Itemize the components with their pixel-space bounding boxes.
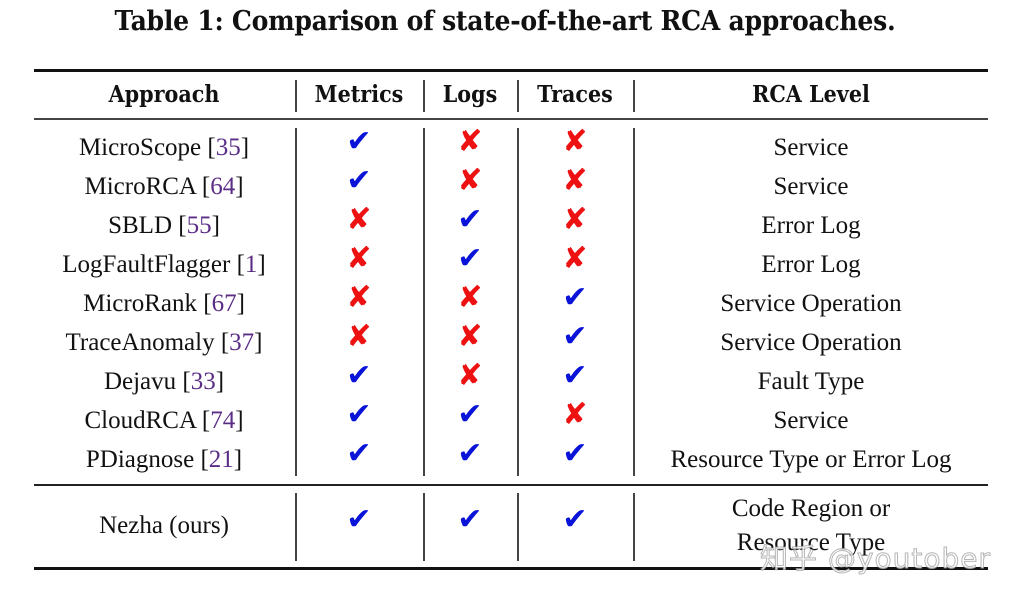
ours-separator-rule: [34, 484, 988, 486]
rca-level: Error Log: [761, 251, 861, 278]
header-traces: Traces: [537, 81, 613, 108]
header-divider: [517, 80, 519, 112]
approach-label: SBLD: [108, 212, 172, 239]
citation-link[interactable]: 35: [215, 134, 241, 161]
check-icon: ✔: [457, 397, 483, 432]
citation-link[interactable]: 37: [229, 329, 255, 356]
approach-label: MicroScope: [78, 134, 202, 161]
rca-level: Service: [773, 134, 849, 161]
approach-name: Nezha (ours): [99, 512, 229, 539]
cross-icon: ✘: [562, 397, 588, 432]
ours-divider: [633, 493, 635, 561]
watermark: 知乎 @youtober: [760, 542, 991, 576]
cross-icon: ✘: [457, 124, 483, 159]
body-divider: [423, 128, 425, 476]
approach-label: PDiagnose: [85, 446, 195, 473]
ours-divider: [517, 493, 519, 561]
cross-icon: ✘: [457, 358, 483, 393]
approach-label: CloudRCA: [84, 407, 196, 434]
check-icon: ✔: [562, 502, 588, 537]
rca-level: Service Operation: [720, 290, 902, 317]
check-icon: ✔: [457, 502, 483, 537]
body-divider: [633, 128, 635, 476]
cross-icon: ✘: [457, 280, 483, 315]
header-divider: [423, 80, 425, 112]
check-icon: ✔: [346, 358, 372, 393]
check-icon: ✔: [562, 280, 588, 315]
body-divider: [295, 128, 297, 476]
cross-icon: ✘: [562, 163, 588, 198]
rca-level: Error Log: [761, 212, 861, 239]
citation-link[interactable]: 33: [190, 368, 216, 395]
header-divider: [633, 80, 635, 112]
cross-icon: ✘: [346, 202, 372, 237]
header-metrics: Metrics: [314, 81, 404, 108]
citation-link[interactable]: 55: [186, 212, 212, 239]
cross-icon: ✘: [346, 319, 372, 354]
rca-level: Resource Type or Error Log: [670, 446, 952, 473]
approach-label: Dejavu: [103, 368, 177, 395]
approach-label: TraceAnomaly: [65, 329, 215, 356]
approach-name: MicroRCA [64]: [84, 173, 244, 200]
approach-name: MicroScope [35]: [78, 134, 250, 161]
rca-level: Service: [773, 407, 849, 434]
approach-name: PDiagnose [21]: [85, 446, 243, 473]
table-caption: Table 1: Comparison of state-of-the-art …: [114, 6, 896, 37]
citation-link[interactable]: 67: [211, 290, 237, 317]
cross-icon: ✘: [562, 241, 588, 276]
approach-name: TraceAnomaly [37]: [65, 329, 263, 356]
approach-label: MicroRank: [83, 290, 197, 317]
cross-icon: ✘: [562, 124, 588, 159]
header-approach: Approach: [108, 81, 220, 108]
rca-level-line2: Resource Type: [736, 529, 886, 556]
rca-level-line1: Code Region or: [731, 495, 891, 522]
bottom-rule: [34, 567, 988, 570]
body-divider: [517, 128, 519, 476]
ours-divider: [295, 493, 297, 561]
top-rule: [34, 69, 988, 72]
check-icon: ✔: [562, 436, 588, 471]
approach-label: LogFaultFlagger: [62, 251, 231, 278]
approach-name: Dejavu [33]: [103, 368, 225, 395]
approach-name: LogFaultFlagger [1]: [62, 251, 266, 278]
cross-icon: ✘: [562, 202, 588, 237]
check-icon: ✔: [562, 358, 588, 393]
citation-link[interactable]: 64: [210, 173, 236, 200]
approach-name: SBLD [55]: [108, 212, 220, 239]
check-icon: ✔: [346, 502, 372, 537]
check-icon: ✔: [457, 436, 483, 471]
check-icon: ✔: [562, 319, 588, 354]
header-divider: [295, 80, 297, 112]
header-rca-level: RCA Level: [752, 81, 870, 108]
approach-label: MicroRCA: [84, 173, 196, 200]
cross-icon: ✘: [346, 280, 372, 315]
check-icon: ✔: [346, 124, 372, 159]
rca-level: Fault Type: [757, 368, 865, 395]
approach-name: MicroRank [67]: [83, 290, 245, 317]
cross-icon: ✘: [457, 319, 483, 354]
ours-divider: [423, 493, 425, 561]
citation-link[interactable]: 21: [208, 446, 234, 473]
cross-icon: ✘: [457, 163, 483, 198]
check-icon: ✔: [457, 241, 483, 276]
header-rule: [34, 118, 988, 120]
citation-link[interactable]: 1: [244, 251, 258, 278]
check-icon: ✔: [346, 397, 372, 432]
approach-name: CloudRCA [74]: [84, 407, 244, 434]
header-logs: Logs: [442, 81, 498, 108]
rca-level: Service: [773, 173, 849, 200]
check-icon: ✔: [457, 202, 483, 237]
rca-level: Service Operation: [720, 329, 902, 356]
check-icon: ✔: [346, 163, 372, 198]
citation-link[interactable]: 74: [210, 407, 236, 434]
check-icon: ✔: [346, 436, 372, 471]
cross-icon: ✘: [346, 241, 372, 276]
